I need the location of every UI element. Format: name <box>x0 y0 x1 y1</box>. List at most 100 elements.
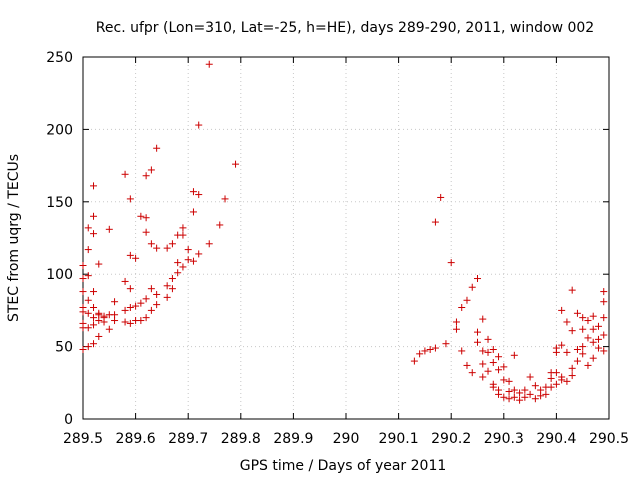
data-point-marker <box>132 254 140 262</box>
data-point-marker <box>563 348 571 356</box>
x-tick-label: 290.4 <box>536 431 576 447</box>
data-point-marker <box>174 269 182 277</box>
data-point-marker <box>90 304 98 312</box>
data-point-marker <box>573 345 581 353</box>
x-axis-title: GPS time / Days of year 2011 <box>240 458 447 474</box>
data-point-marker <box>568 286 576 294</box>
data-point-marker <box>589 312 597 320</box>
data-point-marker <box>521 386 529 394</box>
data-point-marker <box>558 341 566 349</box>
data-point-marker <box>589 325 597 333</box>
data-point-marker <box>516 389 524 397</box>
data-point-marker <box>552 369 560 377</box>
data-point-marker <box>205 60 213 68</box>
data-point-marker <box>594 322 602 330</box>
data-point-marker <box>484 335 492 343</box>
data-point-marker <box>537 392 545 400</box>
data-point-marker <box>147 166 155 174</box>
data-point-marker <box>105 325 113 333</box>
data-point-marker <box>142 214 150 222</box>
data-point-marker <box>505 395 513 403</box>
y-tick-label: 0 <box>64 412 73 428</box>
x-tick-label: 290.3 <box>484 431 524 447</box>
data-point-marker <box>179 263 187 271</box>
data-point-marker <box>179 231 187 239</box>
data-point-marker <box>121 318 129 326</box>
data-point-marker <box>500 393 508 401</box>
data-point-marker <box>484 367 492 375</box>
data-point-marker <box>90 340 98 348</box>
data-point-marker <box>526 390 534 398</box>
data-point-marker <box>84 309 92 317</box>
data-point-marker <box>153 290 161 298</box>
data-point-marker <box>153 144 161 152</box>
y-axis: 0 50 100 150 200 250 <box>46 50 609 428</box>
data-point-marker <box>84 246 92 254</box>
data-point-marker <box>79 345 87 353</box>
y-tick-label: 50 <box>55 340 73 356</box>
data-point-marker <box>500 363 508 371</box>
data-point-marker <box>505 377 513 385</box>
data-point-marker <box>79 262 87 270</box>
data-point-marker <box>184 246 192 254</box>
data-point-marker <box>479 315 487 323</box>
data-point-marker <box>189 208 197 216</box>
data-point-marker <box>168 285 176 293</box>
data-point-marker <box>90 321 98 329</box>
data-point-marker <box>563 377 571 385</box>
data-point-marker <box>474 275 481 283</box>
data-point-marker <box>137 299 145 307</box>
data-point-marker <box>142 295 150 303</box>
data-point-marker <box>573 309 581 317</box>
data-point-marker <box>79 288 87 296</box>
data-point-marker <box>126 195 134 203</box>
data-point-marker <box>463 361 471 369</box>
data-point-marker <box>563 318 571 326</box>
data-point-marker <box>174 259 182 267</box>
data-point-marker <box>90 212 98 220</box>
data-point-marker <box>111 317 119 325</box>
data-point-marker <box>221 195 229 203</box>
data-point-marker <box>458 304 466 312</box>
data-point-marker <box>189 257 197 265</box>
data-point-marker <box>121 306 129 314</box>
data-point-marker <box>137 317 145 325</box>
x-tick-label: 290 <box>333 431 360 447</box>
data-point-marker <box>184 256 192 264</box>
data-point-marker <box>447 259 455 267</box>
data-point-marker <box>84 343 92 351</box>
data-point-marker <box>126 319 134 327</box>
data-point-marker <box>100 318 108 326</box>
data-point-marker <box>416 350 424 358</box>
data-point-marker <box>521 393 529 401</box>
data-point-marker <box>137 212 145 220</box>
data-point-marker <box>421 347 429 355</box>
data-point-marker <box>84 296 92 304</box>
x-tick-label: 289.9 <box>273 431 313 447</box>
data-point-marker <box>489 383 497 391</box>
data-point-marker <box>584 317 592 325</box>
data-point-marker <box>579 350 587 358</box>
data-point-marker <box>589 354 597 362</box>
data-point-marker <box>431 218 439 226</box>
data-point-marker <box>153 244 161 252</box>
x-axis: 289.5 289.6 289.7 289.8 289.9 290 290.1 290.2 29… <box>63 57 629 447</box>
data-point-marker <box>79 275 87 283</box>
data-point-marker <box>495 390 503 398</box>
data-point-marker <box>95 332 103 340</box>
data-point-marker <box>95 317 103 325</box>
y-axis-title: STEC from uqrg / TECUs <box>6 154 22 322</box>
data-point-marker <box>142 314 150 322</box>
data-point-marker <box>589 338 597 346</box>
data-point-marker <box>168 275 176 283</box>
data-point-marker <box>479 373 487 381</box>
y-tick-label: 100 <box>46 267 73 283</box>
data-point-marker <box>163 293 171 301</box>
data-point-marker <box>542 390 550 398</box>
grid-lines <box>83 57 609 419</box>
data-point-marker <box>573 357 581 365</box>
data-point-marker <box>126 251 134 259</box>
data-point-marker <box>195 191 203 199</box>
data-point-marker <box>568 372 576 380</box>
data-point-marker <box>205 240 213 248</box>
